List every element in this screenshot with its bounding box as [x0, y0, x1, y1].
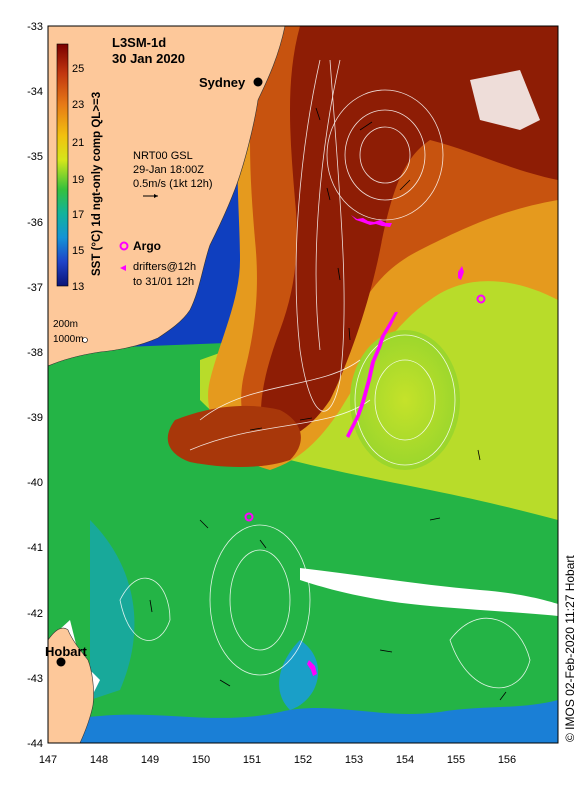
lat-tick: -42	[27, 608, 43, 620]
drifter-legend-label1: drifters@12h	[133, 261, 196, 273]
lat-tick: -39	[27, 412, 43, 424]
lat-tick: -35	[27, 151, 43, 163]
lon-tick: 156	[498, 754, 516, 766]
lat-tick: -36	[27, 217, 43, 229]
lat-tick: -33	[27, 21, 43, 33]
colorbar-title: SST (°C) 1d ngt-only comp QL>=3	[91, 92, 103, 276]
vector-key-line1: NRT00 GSL	[133, 150, 193, 162]
drifter-legend-label2: to 31/01 12h	[133, 276, 194, 288]
argo-legend-icon	[119, 241, 129, 251]
lon-tick: 154	[396, 754, 414, 766]
colorbar	[56, 43, 69, 287]
colorbar-tick: 25	[72, 63, 84, 75]
lon-tick: 148	[90, 754, 108, 766]
lat-axis: -33 -34 -35 -36 -37 -38 -39 -40 -41 -42 …	[27, 21, 43, 750]
plot-frame	[47, 25, 559, 744]
isobath-marker	[82, 337, 88, 343]
drifter-track	[351, 215, 392, 227]
lon-tick: 149	[141, 754, 159, 766]
colorbar-tick: 23	[72, 99, 84, 111]
lon-tick: 147	[39, 754, 57, 766]
lon-tick: 150	[192, 754, 210, 766]
lat-tick: -44	[27, 738, 43, 750]
product-title: L3SM-1d	[112, 35, 166, 50]
land-mainland	[48, 26, 286, 367]
argo-float	[476, 294, 486, 304]
colorbar-tick: 13	[72, 281, 84, 293]
lat-tick: -34	[27, 86, 43, 98]
lon-tick: 155	[447, 754, 465, 766]
drifter-tracks	[307, 215, 464, 676]
date-title: 30 Jan 2020	[112, 51, 185, 66]
colorbar-tick: 15	[72, 245, 84, 257]
colorbar-tick: 21	[72, 137, 84, 149]
isobath-200m-label: 200m	[53, 319, 78, 330]
colorbar-tick: 17	[72, 209, 84, 221]
lat-tick: -43	[27, 673, 43, 685]
ssh-contours	[119, 59, 531, 689]
lat-tick: -40	[27, 477, 43, 489]
drifter-legend-icon	[120, 265, 126, 271]
sydney-label: Sydney	[199, 75, 246, 90]
land-tasmania	[48, 627, 94, 743]
lat-tick: -38	[27, 347, 43, 359]
lat-tick: -37	[27, 282, 43, 294]
vector-key-line2: 29-Jan 18:00Z	[133, 164, 204, 176]
vector-key-arrowhead	[154, 194, 158, 198]
lon-tick: 153	[345, 754, 363, 766]
plot-area	[48, 26, 558, 743]
velocity-arrows	[149, 107, 507, 701]
isobath-1000m-label: 1000m	[53, 334, 84, 345]
vector-key-line3: 0.5m/s (1kt 12h)	[133, 178, 212, 190]
lon-tick: 152	[294, 754, 312, 766]
drifter-track	[458, 266, 464, 280]
drifter-track	[307, 660, 317, 676]
argo-float	[244, 512, 254, 522]
credit-text: © IMOS 02-Feb-2020 11:27 Hobart	[563, 555, 577, 742]
drifter-track	[346, 312, 398, 438]
hobart-label: Hobart	[45, 644, 88, 659]
colorbar-tick: 19	[72, 174, 84, 186]
lat-tick: -41	[27, 542, 43, 554]
argo-legend-label: Argo	[133, 239, 161, 253]
lon-tick: 151	[243, 754, 261, 766]
argo-floats	[244, 294, 486, 522]
lon-axis: 147 148 149 150 151 152 153 154 155 156	[39, 754, 516, 766]
sydney-marker	[253, 77, 263, 87]
hobart-marker	[56, 657, 66, 667]
